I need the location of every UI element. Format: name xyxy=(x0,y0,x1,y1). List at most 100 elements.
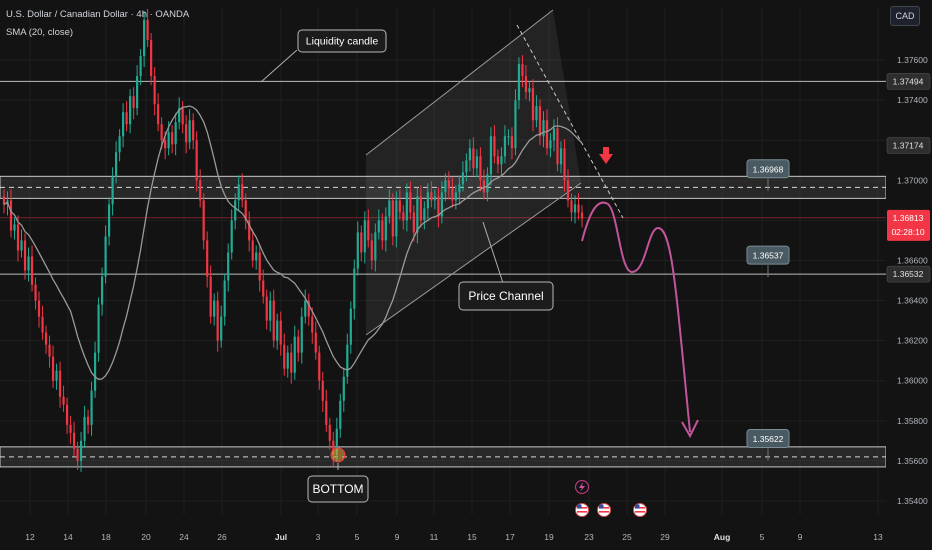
candle[interactable] xyxy=(423,201,426,230)
channel-lower-line[interactable] xyxy=(365,182,582,336)
candle[interactable] xyxy=(220,305,223,348)
candle[interactable] xyxy=(493,125,496,164)
candle[interactable] xyxy=(465,153,468,182)
candle[interactable] xyxy=(577,193,580,220)
candle[interactable] xyxy=(314,321,317,360)
candle[interactable] xyxy=(65,397,69,434)
candle[interactable] xyxy=(482,169,486,200)
candle[interactable] xyxy=(181,101,184,134)
candle[interactable] xyxy=(86,409,90,434)
candle[interactable] xyxy=(251,229,254,268)
candle[interactable] xyxy=(552,119,556,152)
candle[interactable] xyxy=(143,11,146,68)
candle[interactable] xyxy=(230,209,233,260)
candle[interactable] xyxy=(563,139,566,192)
candle[interactable] xyxy=(265,289,268,330)
candle[interactable] xyxy=(293,325,296,380)
candle[interactable] xyxy=(566,169,570,208)
candle[interactable] xyxy=(461,161,464,192)
bottom-marker[interactable] xyxy=(330,447,346,463)
candle[interactable] xyxy=(48,335,51,368)
candle[interactable] xyxy=(258,243,261,292)
candle[interactable] xyxy=(297,329,300,362)
candle[interactable] xyxy=(528,81,531,102)
candle[interactable] xyxy=(535,95,538,128)
candle[interactable] xyxy=(129,89,132,134)
candle[interactable] xyxy=(30,245,34,292)
candle[interactable] xyxy=(122,103,125,148)
candle[interactable] xyxy=(402,205,405,230)
candle[interactable] xyxy=(475,149,479,178)
candle[interactable] xyxy=(269,291,272,332)
candle[interactable] xyxy=(370,233,373,270)
candle[interactable] xyxy=(279,311,282,356)
candle[interactable] xyxy=(353,259,356,320)
candle[interactable] xyxy=(114,141,118,184)
candle[interactable] xyxy=(44,325,48,354)
candle[interactable] xyxy=(398,189,401,220)
candle[interactable] xyxy=(9,189,13,238)
candle[interactable] xyxy=(69,415,72,444)
candle[interactable] xyxy=(107,197,111,246)
candle[interactable] xyxy=(458,175,461,204)
candle[interactable] xyxy=(72,421,76,456)
candle[interactable] xyxy=(454,185,457,210)
bottom-label[interactable]: BOTTOM xyxy=(307,475,369,503)
candle[interactable] xyxy=(405,183,408,232)
indicator-label[interactable]: SMA (20, close) xyxy=(6,27,74,38)
candle[interactable] xyxy=(51,345,55,388)
candle[interactable] xyxy=(321,371,324,412)
candle[interactable] xyxy=(356,221,359,276)
candle[interactable] xyxy=(381,213,384,250)
candle[interactable] xyxy=(304,289,307,324)
candle[interactable] xyxy=(276,313,279,350)
candle[interactable] xyxy=(20,229,23,258)
candle[interactable] xyxy=(41,305,44,340)
candle[interactable] xyxy=(178,97,181,130)
candle[interactable] xyxy=(62,385,65,412)
candle[interactable] xyxy=(241,173,244,208)
candle[interactable] xyxy=(496,149,500,174)
us-flag-icon[interactable] xyxy=(633,503,647,517)
candle[interactable] xyxy=(79,431,83,472)
candle[interactable] xyxy=(307,293,310,326)
candle[interactable] xyxy=(419,185,422,228)
level-tag[interactable]: 1.36537 xyxy=(746,245,790,278)
time-axis[interactable] xyxy=(0,515,886,550)
candle[interactable] xyxy=(104,225,107,284)
candle[interactable] xyxy=(510,127,514,160)
candle[interactable] xyxy=(507,129,510,146)
candle[interactable] xyxy=(2,189,6,214)
candle[interactable] xyxy=(570,193,573,222)
candle[interactable] xyxy=(150,33,153,86)
candle[interactable] xyxy=(118,129,121,162)
candle[interactable] xyxy=(468,139,472,172)
candle[interactable] xyxy=(192,113,195,150)
level-tag[interactable]: 1.36968 xyxy=(746,159,790,191)
candle[interactable] xyxy=(223,273,226,326)
price-channel-label[interactable]: Price Channel xyxy=(458,281,554,311)
candle[interactable] xyxy=(55,363,58,390)
flash-icon[interactable] xyxy=(574,479,590,495)
candle[interactable] xyxy=(580,205,584,228)
candle[interactable] xyxy=(489,127,493,186)
candle[interactable] xyxy=(23,233,27,280)
price-label[interactable]: 1.37174 xyxy=(886,137,931,154)
candle[interactable] xyxy=(139,49,142,86)
candle[interactable] xyxy=(290,343,293,384)
candle[interactable] xyxy=(153,67,156,116)
candle[interactable] xyxy=(440,181,443,224)
candle[interactable] xyxy=(391,193,394,246)
candle[interactable] xyxy=(213,293,216,326)
candle[interactable] xyxy=(188,109,191,150)
candle[interactable] xyxy=(549,133,552,158)
candle[interactable] xyxy=(542,111,545,148)
candle[interactable] xyxy=(97,297,100,362)
us-flag-icon[interactable] xyxy=(597,503,611,517)
candle[interactable] xyxy=(524,65,528,100)
candle[interactable] xyxy=(451,177,454,208)
candle[interactable] xyxy=(479,147,482,192)
candle[interactable] xyxy=(90,381,93,436)
candle[interactable] xyxy=(521,55,524,88)
